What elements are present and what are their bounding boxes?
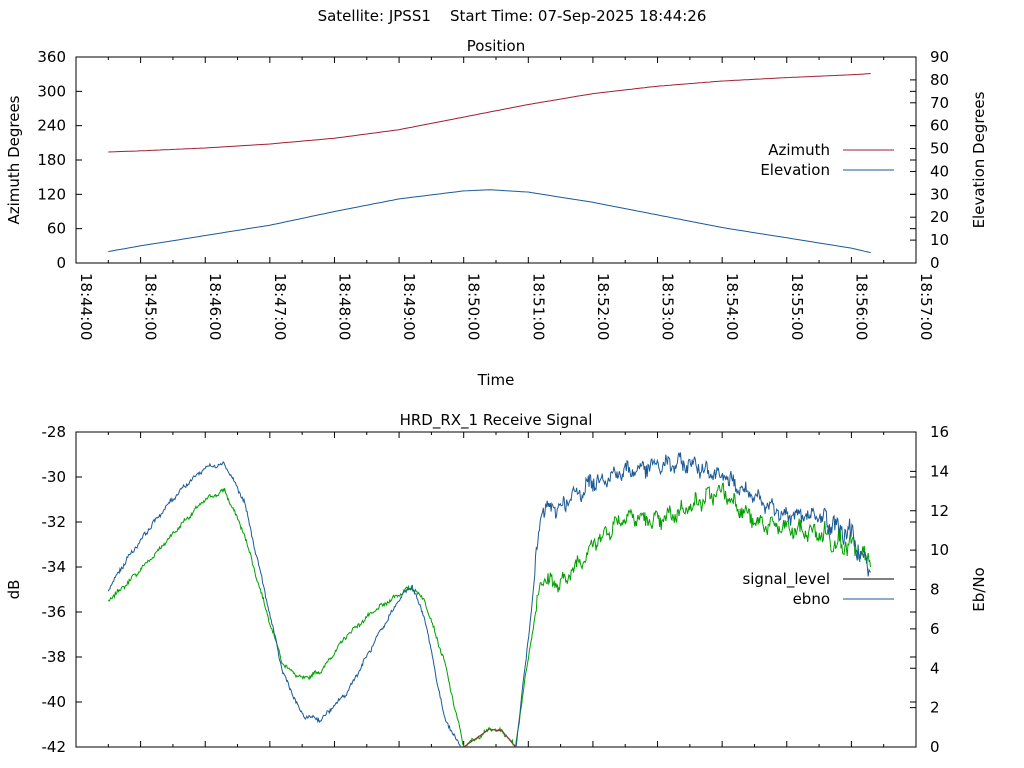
y-axis-label: dB [5, 580, 23, 600]
y2-tick-label: 6 [930, 620, 940, 638]
y2-tick-label: 80 [930, 71, 949, 89]
y-tick-label: -28 [42, 423, 67, 441]
x-tick-label: 18:50:00 [465, 273, 483, 340]
x-tick-label: 18:45:00 [142, 273, 160, 340]
plot-frame [75, 431, 917, 748]
receive-signal-chart: HRD_RX_1 Receive Signal -42 -40 -38 -36 -34 -3… [5, 411, 988, 756]
y-tick-label: -30 [42, 468, 67, 486]
y-axis-label: Azimuth Degrees [5, 95, 23, 224]
y-tick-label: -40 [42, 693, 67, 711]
y-tick-label: 0 [56, 254, 66, 272]
y2-tick-label: 60 [930, 117, 949, 135]
y2-tick-label: 8 [930, 581, 940, 599]
chart-title: Position [467, 37, 525, 55]
x-tick-label: 18:51:00 [529, 273, 547, 340]
y2-tick-label: 50 [930, 140, 949, 158]
legend-label: Azimuth [768, 141, 830, 159]
legend-label: ebno [793, 590, 830, 608]
y-tick-label: -36 [42, 603, 67, 621]
y2-tick-label: 90 [930, 48, 949, 66]
y2-tick-label: 16 [930, 423, 949, 441]
series-line-signal-level-low [463, 728, 516, 747]
y2-tick-label: 20 [930, 208, 949, 226]
y-tick-label: 240 [37, 117, 66, 135]
x-axis-label: Time [477, 371, 515, 389]
main-title: Satellite: JPSS1 Start Time: 07-Sep-2025… [317, 7, 707, 25]
y2-axis-label: Eb/No [970, 567, 988, 611]
y2-tick-label: 70 [930, 94, 949, 112]
chart-title: HRD_RX_1 Receive Signal [400, 411, 593, 430]
y-tick-label: 60 [47, 220, 66, 238]
y-tick-label: -42 [42, 738, 67, 756]
x-tick-label: 18:44:00 [77, 273, 95, 340]
y-tick-label: -38 [42, 648, 67, 666]
legend-label: signal_level [742, 570, 830, 589]
x-tick-label: 18:54:00 [723, 273, 741, 340]
position-chart: Position 0 60 120 180 240 300 360 0 10 20 30 40 50 60 7… [5, 37, 988, 389]
y2-tick-label: 40 [930, 162, 949, 180]
y-tick-label: -34 [42, 558, 67, 576]
y-tick-label: -32 [42, 513, 67, 531]
plot-frame [75, 56, 917, 264]
y-tick-label: 360 [37, 48, 66, 66]
y-tick-label: 120 [37, 185, 66, 203]
legend-label: Elevation [760, 161, 830, 179]
y2-tick-label: 14 [930, 462, 949, 480]
series-line-elevation [108, 189, 871, 254]
x-tick-label: 18:46:00 [206, 273, 224, 340]
series-line-signal-level [107, 482, 871, 747]
x-tick-label: 18:57:00 [917, 273, 935, 340]
x-tick-label: 18:55:00 [788, 273, 806, 340]
y2-axis-label: Elevation Degrees [970, 91, 988, 228]
x-tick-label: 18:47:00 [271, 273, 289, 340]
x-tick-label: 18:56:00 [852, 273, 870, 340]
y2-tick-label: 30 [930, 185, 949, 203]
x-tick-label: 18:48:00 [335, 273, 353, 340]
y-tick-label: 180 [37, 151, 66, 169]
x-tick-label: 18:52:00 [594, 273, 612, 340]
y2-tick-label: 10 [930, 231, 949, 249]
y2-tick-label: 4 [930, 659, 940, 677]
series-line-azimuth [108, 73, 871, 153]
y2-tick-label: 12 [930, 502, 949, 520]
x-tick-label: 18:49:00 [400, 273, 418, 340]
y-tick-label: 300 [37, 82, 66, 100]
y2-tick-label: 10 [930, 541, 949, 559]
y2-tick-label: 0 [930, 254, 940, 272]
y2-tick-label: 2 [930, 699, 940, 717]
x-tick-label: 18:53:00 [659, 273, 677, 340]
y2-tick-label: 0 [930, 738, 940, 756]
series-line-ebno [107, 452, 871, 747]
